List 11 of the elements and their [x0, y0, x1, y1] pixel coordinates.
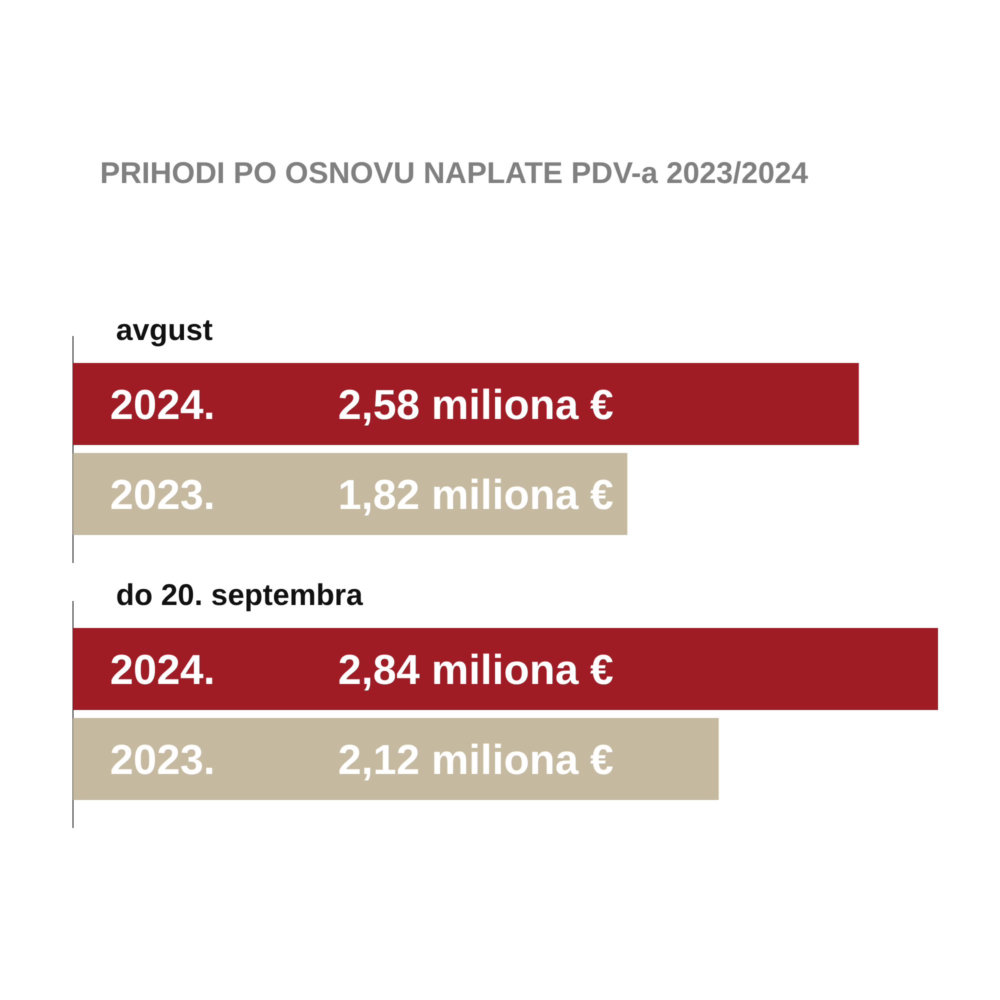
data-label: 1,82 miliona €: [338, 471, 614, 518]
y-tick-label: 2023.: [110, 471, 216, 518]
data-label: 2,58 miliona €: [338, 381, 614, 428]
y-tick-label: 2024.: [110, 646, 216, 693]
chart-subtitle: avgust: [116, 314, 213, 347]
data-label: 2,84 miliona €: [338, 646, 614, 693]
chart-title: PRIHODI PO OSNOVU NAPLATE PDV-a 2023/2024: [100, 157, 808, 190]
chart-subtitle: do 20. septembra: [116, 579, 364, 612]
y-tick-label: 2024.: [110, 381, 216, 428]
data-label: 2,12 miliona €: [338, 736, 614, 783]
y-tick-label: 2023.: [110, 736, 216, 783]
